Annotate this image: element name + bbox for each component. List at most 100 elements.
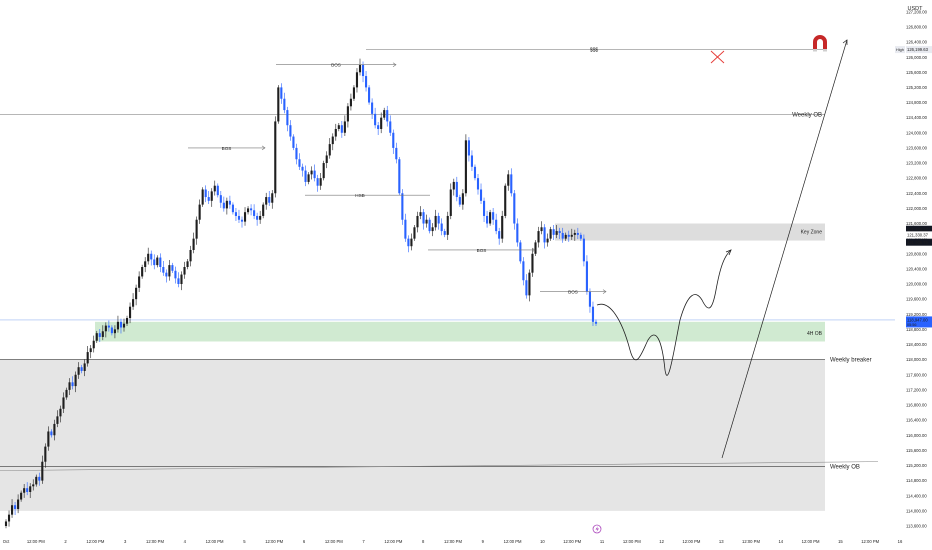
candle-body [519,242,522,262]
x-tick-label: 12:00 PM [27,539,45,544]
candle-body [337,125,340,129]
x-tick-label: 6 [303,539,306,544]
candle-body [234,212,238,216]
candle-body [452,181,455,190]
candle-body [504,185,507,216]
candle-body [204,189,207,198]
candle-body [153,259,156,266]
candle-body [35,476,38,485]
candle-body [440,223,443,232]
x-tick-label: 12:00 PM [206,539,224,544]
candle-body [455,181,458,198]
candle-body [528,272,531,296]
candle-body [132,299,135,307]
candle-body [510,174,513,194]
candle-body [228,200,231,205]
candle-body [259,215,262,220]
candle-body [271,193,274,203]
high-badge-bg [906,46,932,54]
candle-body [425,219,428,224]
key-upper-badge-bg [906,225,932,233]
candle-body [213,185,216,192]
currency-label: USDT [908,6,924,12]
candle-body [322,163,325,179]
candle-body [262,204,265,216]
current-price-badge-bg [906,316,932,328]
candle-body [371,102,374,114]
x-tick-label: 9 [482,539,485,544]
candle-body [374,113,377,126]
candle-body [307,174,310,182]
y-tick-label: 120,000.00 [906,282,928,287]
candle-body [207,197,210,201]
candle-body [464,140,467,194]
weekly-ob-lower-label: Weekly OB [830,465,860,471]
candle-body [431,227,434,232]
candle-body [458,197,461,205]
candle-body [486,215,489,224]
candle-body [20,492,23,500]
candle-body [243,212,247,222]
candle-body [122,323,126,328]
candle-body [325,155,328,164]
y-tick-label: 114,800.00 [906,478,927,483]
x-tick-label: 3 [124,539,127,544]
candle-body [522,261,525,281]
candle-body [579,234,582,239]
projection-path [596,249,732,376]
candle-body [231,204,234,213]
candle-body [346,106,349,122]
x-tick-label: 12:00 PM [623,539,641,544]
candle-body [419,212,422,216]
candle-body [343,121,346,133]
candle-body [41,461,44,481]
y-tick-label: 115,600.00 [906,448,927,453]
candle-body [192,238,195,250]
y-tick-label: 117,600.00 [906,372,927,377]
candle-body [576,232,579,235]
candle-body [116,321,120,330]
y-tick-label: 116,000.00 [906,433,927,438]
candle-body [168,265,171,277]
y-tick-label: 125,600.00 [906,70,928,75]
candle-body [392,132,395,148]
candle-body [95,333,98,341]
candle-body [150,253,153,260]
candle-body [225,200,228,209]
y-tick-label: 121,600.00 [906,221,928,226]
candle-body [107,325,110,328]
y-tick-label: 127,200.00 [906,9,928,14]
x-tick-label: 5 [243,539,246,544]
candle-body [80,367,83,371]
y-tick-label: 123,600.00 [906,145,928,150]
y-tick-label: 120,400.00 [906,266,928,271]
candle-body [71,382,74,387]
candle-body [401,193,404,220]
x-tick-label: 2 [64,539,67,544]
ob-4h-label: 4H OB [807,331,823,337]
bos-1-label: BOS [222,146,232,151]
candle-body [128,306,132,319]
candle-body [304,170,307,182]
key-lower-small-badge-bg [906,231,932,239]
candle-body [74,374,77,387]
candle-body [591,306,595,322]
bos-2-arrow [392,62,397,67]
y-tick-label: 119,600.00 [906,297,927,302]
candle-body [558,231,561,233]
bos-3-label: BOS [477,248,487,253]
x-tick-label: 12:00 PM [384,539,402,544]
candle-body [165,272,168,277]
liquidity-label: $$$ [590,48,599,54]
x-tick-label: 12 [659,539,664,544]
candle-body [395,147,398,160]
candle-body [368,87,371,103]
candle-body [47,431,50,447]
candle-body [62,397,65,409]
candle-body [389,121,392,133]
y-tick-label: 126,000.00 [906,55,928,60]
candle-body [416,215,419,228]
y-tick-label: 126,800.00 [906,25,928,30]
candle-body [53,423,56,436]
